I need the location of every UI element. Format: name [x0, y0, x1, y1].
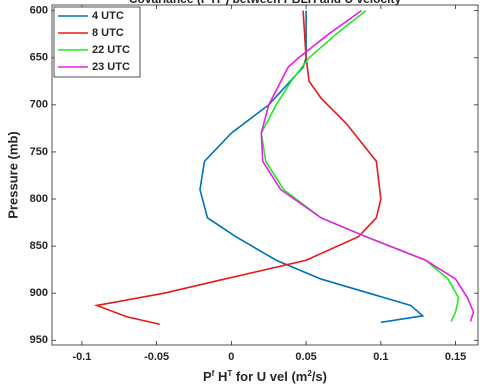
- x-axis-label-part: T: [227, 369, 232, 378]
- x-tick-label: -0.05: [144, 351, 169, 363]
- legend-box: [53, 6, 141, 78]
- x-axis-label-part: P: [203, 369, 212, 384]
- x-axis-label-part: for U vel (m: [232, 369, 307, 384]
- x-axis-label-part: /s): [312, 369, 327, 384]
- y-tick-label: 800: [30, 193, 48, 205]
- x-axis-label-part: H: [214, 369, 227, 384]
- series-line: [93, 10, 382, 326]
- y-tick-label: 650: [30, 52, 48, 64]
- legend-label: 23 UTC: [92, 61, 130, 73]
- chart-title-part: ) between PBLH and U velocity: [225, 0, 401, 6]
- chart-title-part: Covariance (P: [129, 0, 209, 6]
- x-axis-label-part: f: [212, 369, 215, 378]
- x-tick-label: -0.1: [72, 351, 91, 363]
- y-tick-label: 900: [30, 287, 48, 299]
- x-axis-label-part: 2: [307, 369, 312, 378]
- legend-label: 22 UTC: [92, 44, 130, 56]
- y-axis-label: Pressure (mb): [5, 131, 20, 218]
- x-axis-label: Pf HT for U vel (m2/s): [203, 369, 327, 385]
- x-tick-label: 0.1: [373, 351, 388, 363]
- y-tick-label: 750: [30, 146, 48, 158]
- series-line: [260, 10, 475, 322]
- legend-label: 8 UTC: [92, 27, 124, 39]
- chart-title-part: H: [212, 0, 221, 6]
- y-tick-label: 600: [30, 5, 48, 17]
- legend-label: 4 UTC: [92, 10, 124, 22]
- y-tick-label: 950: [30, 334, 48, 346]
- x-tick-label: 0.15: [445, 351, 466, 363]
- x-tick-label: 0: [228, 351, 234, 363]
- y-tick-label: 850: [30, 240, 48, 252]
- x-tick-label: 0.05: [295, 351, 316, 363]
- series-line: [260, 10, 460, 322]
- y-tick-label: 700: [30, 99, 48, 111]
